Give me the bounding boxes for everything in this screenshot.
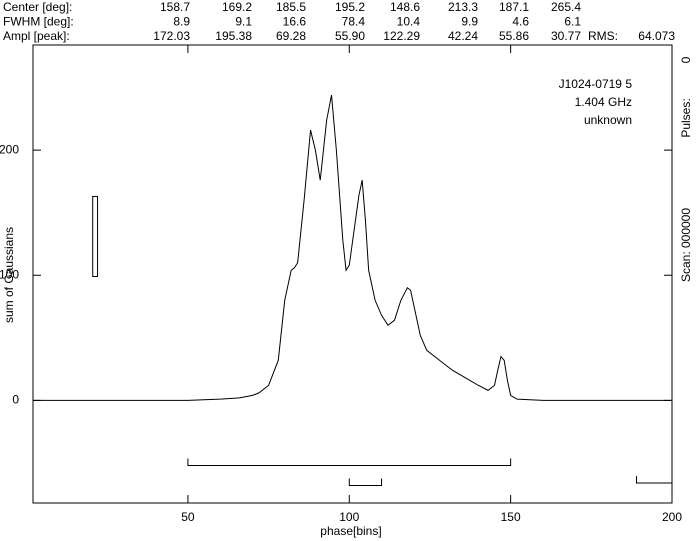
header-value: 9.9 [461,15,478,29]
y-axis-label: sum of Gaussians [2,227,16,323]
header-value: 16.6 [283,15,307,29]
header-value: 42.24 [448,29,478,43]
header-value: 55.86 [499,29,529,43]
profile-line [33,94,672,401]
phase-range [348,478,383,486]
header-value: 213.3 [448,0,478,14]
header-value: 172.03 [153,29,190,43]
plot-frame [32,44,673,504]
header-value: 9.1 [235,15,252,29]
header-value: 195.2 [335,0,365,14]
annotation: J1024-0719 5 [559,77,633,91]
x-tick-label: 100 [339,510,359,524]
x-tick-label: 50 [181,510,195,524]
header-label: Center [deg]: [3,0,72,14]
scan-label: Scan: 000000 [679,208,693,282]
header-value: 69.28 [276,29,306,43]
rms-value: 64.073 [638,29,675,43]
x-axis-label: phase[bins] [320,524,381,538]
header-label: Ampl [peak]: [3,29,70,43]
header-value: 78.4 [342,15,366,29]
header-value: 187.1 [499,0,529,14]
header-value: 265.4 [551,0,581,14]
annotation: 1.404 GHz [575,95,632,109]
header-value: 4.6 [512,15,529,29]
x-tick-label: 150 [501,510,521,524]
header-value: 10.4 [397,15,421,29]
y-tick-label: 100 [0,267,19,281]
rms-label: RMS: [588,29,618,43]
header-value: 169.2 [222,0,252,14]
header-value: 8.9 [173,15,190,29]
header-value: 6.1 [564,15,581,29]
header-value: 185.5 [276,0,306,14]
pulses-label: Pulses: [679,98,693,137]
header-value: 148.6 [390,0,420,14]
header-value: 122.29 [383,29,420,43]
header-value: 55.90 [335,29,365,43]
header-value: 158.7 [160,0,190,14]
rms-box [92,195,99,278]
pulses-count: 0 [679,56,693,63]
y-tick-label: 0 [12,393,19,407]
annotation: unknown [584,113,632,127]
x-tick-label: 200 [662,510,682,524]
header-value: 195.38 [215,29,252,43]
phase-range [187,458,512,466]
y-tick-label: 200 [0,142,19,156]
header-label: FWHM [deg]: [3,15,74,29]
phase-range [636,475,673,484]
header-value: 30.77 [551,29,581,43]
